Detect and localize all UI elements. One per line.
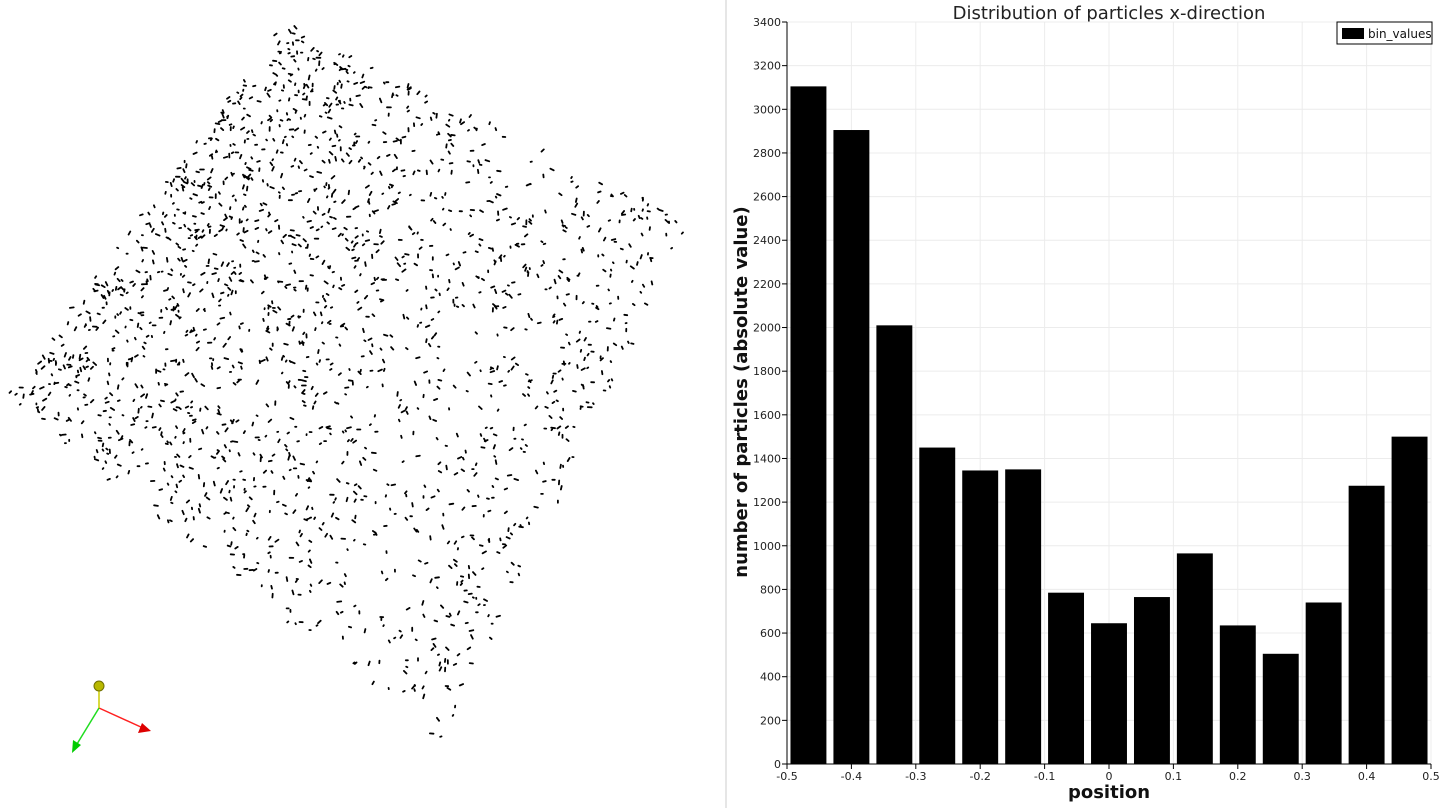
y-tick-label: 3200 — [753, 60, 781, 73]
x-tick-label: -0.5 — [776, 770, 797, 783]
histogram-bar — [1262, 653, 1299, 764]
legend-label: bin_values — [1368, 27, 1432, 41]
orientation-axes-icon — [72, 680, 151, 753]
z-axis-sphere — [93, 680, 105, 692]
y-tick-label: 1200 — [753, 496, 781, 509]
histogram-bar — [962, 470, 999, 764]
histogram-bar — [1133, 597, 1170, 764]
histogram-bar — [876, 325, 913, 764]
histogram-bar — [1391, 436, 1428, 764]
histogram-bar — [1305, 602, 1342, 764]
x-axis-label: position — [1068, 782, 1150, 803]
histogram-bar — [833, 130, 870, 764]
chart-title: Distribution of particles x-direction — [953, 3, 1266, 24]
chart-legend[interactable]: bin_values — [1336, 21, 1433, 45]
x-tick-label: 0.1 — [1165, 770, 1183, 783]
x-axis-arrow-line — [98, 707, 144, 729]
x-tick-label: -0.2 — [969, 770, 990, 783]
y-tick-label: 2200 — [753, 278, 781, 291]
x-axis-arrowhead — [138, 723, 151, 733]
x-tick-label: -0.3 — [905, 770, 926, 783]
x-tick-label: 0.5 — [1422, 770, 1440, 783]
y-tick-label: 600 — [760, 627, 781, 640]
histogram-bar — [1219, 625, 1256, 764]
x-tick-label: 0.3 — [1293, 770, 1311, 783]
particle-scatter-plot — [8, 25, 684, 753]
particle-points — [8, 25, 684, 738]
particle-scatter-view[interactable] — [0, 0, 725, 808]
y-tick-label: 1600 — [753, 409, 781, 422]
histogram-bar — [1048, 592, 1085, 764]
histogram-bar — [919, 447, 956, 764]
histogram-bar — [1005, 469, 1042, 764]
y-tick-label: 3400 — [753, 16, 781, 29]
y-tick-label: 1800 — [753, 365, 781, 378]
histogram-bar — [1176, 553, 1213, 764]
y-axis-arrow-line — [76, 707, 100, 745]
y-axis-label: number of particles (absolute value) — [731, 206, 752, 578]
histogram-bar — [1091, 623, 1127, 764]
histogram-bar — [1348, 485, 1385, 764]
y-tick-label: 200 — [760, 714, 781, 727]
x-tick-label: 0 — [1106, 770, 1113, 783]
y-tick-label: 2000 — [753, 322, 781, 335]
histogram-chart: Distribution of particles x-direction 0 2… — [731, 3, 1440, 803]
legend-swatch — [1342, 28, 1364, 39]
y-tick-label: 1400 — [753, 452, 781, 465]
x-tick-label: -0.4 — [841, 770, 862, 783]
y-tick-label: 2600 — [753, 191, 781, 204]
y-axis-ticks: 0 200 400 600 800 1000 1200 1400 1600 1800 2000 220… — [753, 16, 787, 771]
y-tick-label: 2800 — [753, 147, 781, 160]
view-divider[interactable] — [725, 0, 727, 808]
y-tick-label: 2400 — [753, 234, 781, 247]
y-tick-label: 3000 — [753, 103, 781, 116]
y-tick-label: 800 — [760, 583, 781, 596]
chart-bars — [790, 86, 1428, 765]
x-tick-label: -0.1 — [1034, 770, 1055, 783]
particle-point-set — [8, 25, 684, 738]
y-tick-label: 0 — [774, 758, 781, 771]
y-axis-arrowhead — [72, 740, 81, 753]
x-axis-ticks: -0.5 -0.4 -0.3 -0.2 -0.1 0 0.1 0.2 0.3 0.4 0.5 — [776, 764, 1440, 783]
x-tick-label: 0.2 — [1229, 770, 1247, 783]
x-tick-label: 0.4 — [1358, 770, 1376, 783]
histogram-view[interactable]: Distribution of particles x-direction 0 2… — [727, 0, 1452, 808]
y-tick-label: 1000 — [753, 540, 781, 553]
histogram-bar — [790, 86, 827, 765]
y-tick-label: 400 — [760, 671, 781, 684]
